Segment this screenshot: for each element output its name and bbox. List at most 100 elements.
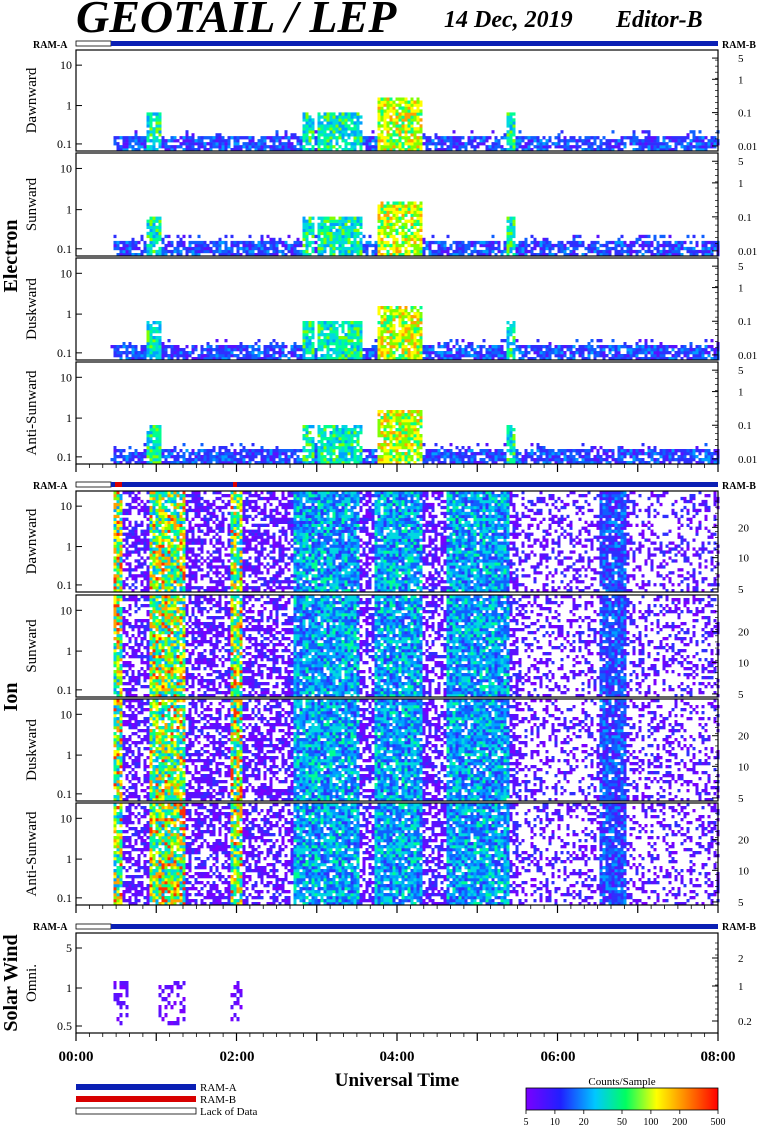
spectrogram-cell <box>117 348 120 351</box>
spectrogram-cell <box>399 440 402 443</box>
spectrogram-cell <box>195 250 198 253</box>
spectrogram-cell <box>708 139 711 142</box>
spectrogram-cell <box>138 452 141 455</box>
spectrogram-cell <box>546 145 549 148</box>
spectrogram-cell <box>291 449 294 452</box>
spectrogram-cell <box>519 250 522 253</box>
spectrogram-cell <box>321 434 324 437</box>
spectrogram-cell <box>570 250 573 253</box>
spectrogram-cell <box>381 458 384 461</box>
spectrogram-cell <box>522 455 525 458</box>
spectrogram-cell <box>237 348 240 351</box>
spectrogram-cell <box>126 345 129 348</box>
spectrogram-cell <box>210 351 213 354</box>
spectrogram-cell <box>321 428 324 431</box>
spectrogram-cell <box>675 351 678 354</box>
spectrogram-cell <box>321 339 324 342</box>
spectrogram-cell <box>426 351 429 354</box>
spectrogram-cell <box>636 238 639 241</box>
spectrogram-cell <box>342 127 345 130</box>
spectrogram-cell <box>264 351 267 354</box>
spectrogram-cell <box>378 422 381 425</box>
spectrogram-cell <box>384 446 387 449</box>
spectrogram-cell <box>573 351 576 354</box>
spectrogram-cell <box>381 145 384 148</box>
spectrogram-cell <box>267 145 270 148</box>
spectrogram-cell <box>351 324 354 327</box>
spectrogram-cell <box>639 345 642 348</box>
spectrogram-cell <box>411 321 414 324</box>
spectrogram-cell <box>135 244 138 247</box>
spectrogram-cell <box>393 455 396 458</box>
spectrogram-cell <box>156 452 159 455</box>
panel-ion-dawnward: 1010.120105Dawnward <box>24 491 750 596</box>
spectrogram-cell <box>156 449 159 452</box>
spectrogram-cell <box>303 425 306 428</box>
spectrogram-cell <box>405 351 408 354</box>
spectrogram-cell <box>501 145 504 148</box>
spectrogram-cell <box>126 458 129 461</box>
spectrogram-cell <box>243 247 246 250</box>
spectrogram-cell <box>177 235 180 238</box>
spectrogram-cell <box>396 339 399 342</box>
spectrogram-cell <box>357 431 360 434</box>
spectrogram-cell <box>222 145 225 148</box>
spectrogram-cell <box>204 250 207 253</box>
spectrogram-cell <box>438 142 441 145</box>
spectrogram-cell <box>633 139 636 142</box>
spectrogram-cell <box>369 452 372 455</box>
spectrogram-cell <box>495 458 498 461</box>
spectrogram-cell <box>333 336 336 339</box>
spectrogram-cell <box>549 345 552 348</box>
spectrogram-cell <box>402 142 405 145</box>
spectrogram-cell <box>699 345 702 348</box>
spectrogram-cell <box>153 250 156 253</box>
spectrogram-cell <box>510 136 513 139</box>
spectrogram-cell <box>642 235 645 238</box>
spectrogram-cell <box>582 455 585 458</box>
spectrogram-cell <box>324 145 327 148</box>
spectrogram-cell <box>600 250 603 253</box>
spectrogram-cell <box>387 109 390 112</box>
spectrogram-cell <box>153 220 156 223</box>
spectrogram-cell <box>702 136 705 139</box>
spectrogram-cell <box>396 336 399 339</box>
spectrogram-cell <box>153 327 156 330</box>
ram-a-segment <box>111 41 718 46</box>
spectrogram-cell <box>336 115 339 118</box>
spectrogram-cell <box>579 351 582 354</box>
spectrogram-cell <box>306 327 309 330</box>
spectrogram-cell <box>147 324 150 327</box>
spectrogram-cell <box>378 238 381 241</box>
spectrogram-cell <box>534 145 537 148</box>
spectrogram-cell <box>414 440 417 443</box>
spectrogram-cell <box>408 342 411 345</box>
spectrogram-cell <box>153 342 156 345</box>
spectrogram-cell <box>390 139 393 142</box>
spectrogram-cell <box>351 336 354 339</box>
spectrogram-cell <box>432 142 435 145</box>
spectrogram-cell <box>375 345 378 348</box>
spectrogram-cell <box>447 247 450 250</box>
spectrogram-cell <box>714 452 717 455</box>
spectrogram-cell <box>351 351 354 354</box>
spectrogram-cell <box>426 241 429 244</box>
spectrogram-cell <box>273 247 276 250</box>
spectrogram-cell <box>570 354 573 357</box>
spectrogram-cell <box>354 229 357 232</box>
spectrogram-cell <box>255 449 258 452</box>
spectrogram-cell <box>252 139 255 142</box>
spectrogram-cell <box>411 142 414 145</box>
spectrogram-cell <box>147 220 150 223</box>
spectrogram-cell <box>390 342 393 345</box>
spectrogram-cell <box>405 452 408 455</box>
spectrogram-cell <box>336 440 339 443</box>
spectrogram-cell <box>351 115 354 118</box>
spectrogram-cell <box>147 136 150 139</box>
spectrogram-cell <box>357 321 360 324</box>
spectrogram-cell <box>303 351 306 354</box>
spectrogram-cell <box>687 351 690 354</box>
spectrogram-cell <box>381 247 384 250</box>
spectrogram-cell <box>378 229 381 232</box>
spectrogram-cell <box>648 235 651 238</box>
